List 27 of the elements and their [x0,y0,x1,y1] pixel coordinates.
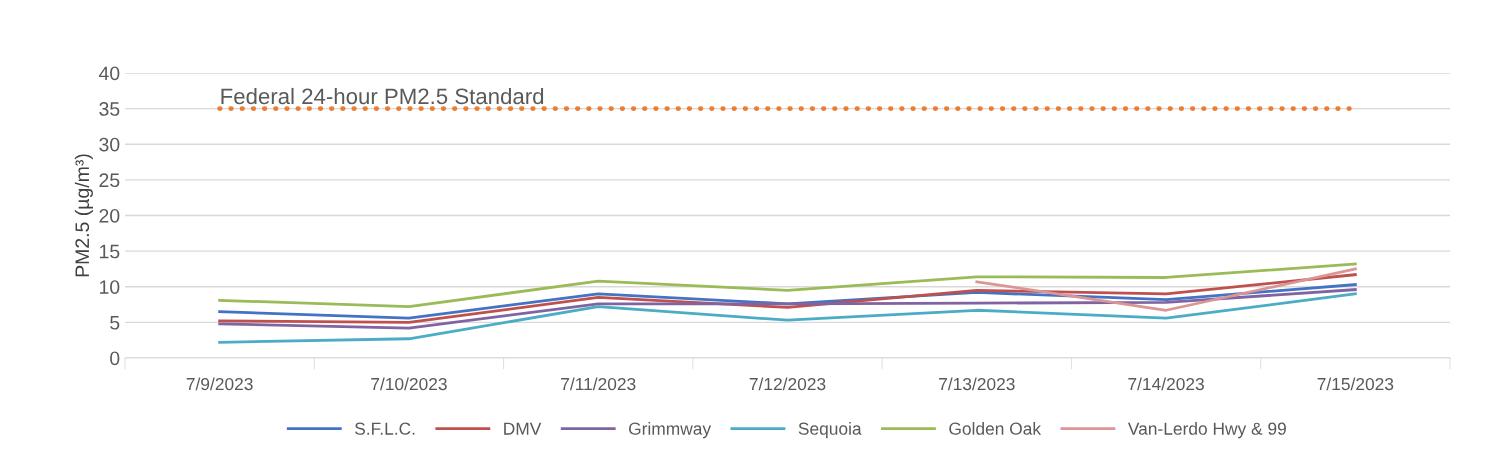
legend-label: Grimmway [629,422,712,439]
legend-label: Sequoia [798,422,862,439]
x-tick-label: 7/9/2023 [186,377,253,391]
x-tick-label: 7/11/2023 [561,377,636,391]
x-tick-label: 7/14/2023 [1128,377,1204,391]
line-series [218,288,1357,330]
y-tick-label: 40 [98,66,120,81]
x-tick-label: 7/12/2023 [749,377,826,391]
line-series [218,262,1357,309]
x-tick-label: 7/15/2023 [1317,377,1394,391]
y-tick-label: 30 [99,137,120,152]
legend-label: DMV [504,422,542,435]
y-tick-label: 0 [110,351,120,366]
y-tick-label: 15 [100,244,120,259]
x-tick-label: 7/10/2023 [371,377,447,391]
y-tick-label: 25 [99,173,120,188]
legend-label: S.F.L.C. [355,422,415,435]
legend-label: Van-Lerdo Hwy & 99 [1127,422,1286,439]
y-axis-title: PM2.5 (µg/m³) [74,154,93,277]
x-tick-label: 7/13/2023 [939,377,1015,391]
y-tick-label: 35 [99,102,120,116]
ref-line-label: Federal 24-hour PM2.5 Standard [221,87,544,105]
y-tick-label: 10 [100,280,120,294]
line-series [218,292,1357,344]
y-tick-label: 20 [99,208,120,223]
y-tick-label: 5 [110,316,120,330]
legend-label: Golden Oak [949,422,1042,435]
